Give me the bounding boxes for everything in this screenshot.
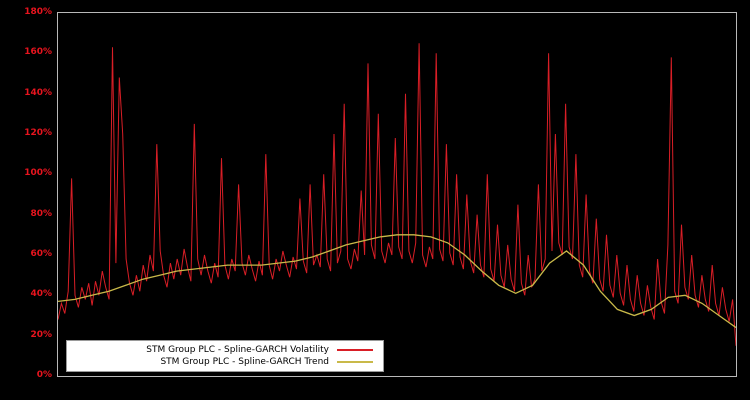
y-axis-tick-label: 140% — [24, 87, 52, 98]
chart-canvas — [58, 43, 736, 346]
trend-line-sample-icon — [337, 361, 373, 363]
y-axis-tick-label: 60% — [30, 249, 52, 259]
trend-line — [58, 234, 736, 329]
y-axis-tick-label: 180% — [24, 7, 52, 17]
y-axis: 0% 20% 40% 60% 80% 100% 120% 140% 160% 180% — [0, 0, 54, 400]
y-axis-tick-label: 20% — [30, 329, 52, 340]
y-axis-tick-label: 120% — [24, 128, 52, 138]
volatility-line-sample-icon — [337, 349, 373, 351]
y-axis-tick-label: 40% — [30, 289, 52, 300]
y-axis-tick-label: 80% — [30, 208, 52, 219]
y-axis-tick-label: 0% — [36, 370, 52, 380]
y-axis-tick-label: 160% — [24, 47, 52, 58]
legend-item-trend: STM Group PLC - Spline-GARCH Trend — [71, 356, 379, 368]
volatility-line — [58, 43, 736, 346]
plot-area: STM Group PLC - Spline-GARCH Volatility … — [57, 12, 737, 377]
legend: STM Group PLC - Spline-GARCH Volatility … — [66, 340, 384, 372]
legend-label-trend: STM Group PLC - Spline-GARCH Trend — [160, 357, 329, 367]
y-axis-tick-label: 100% — [24, 168, 52, 179]
legend-item-volatility: STM Group PLC - Spline-GARCH Volatility — [71, 344, 379, 356]
legend-label-volatility: STM Group PLC - Spline-GARCH Volatility — [146, 345, 329, 355]
